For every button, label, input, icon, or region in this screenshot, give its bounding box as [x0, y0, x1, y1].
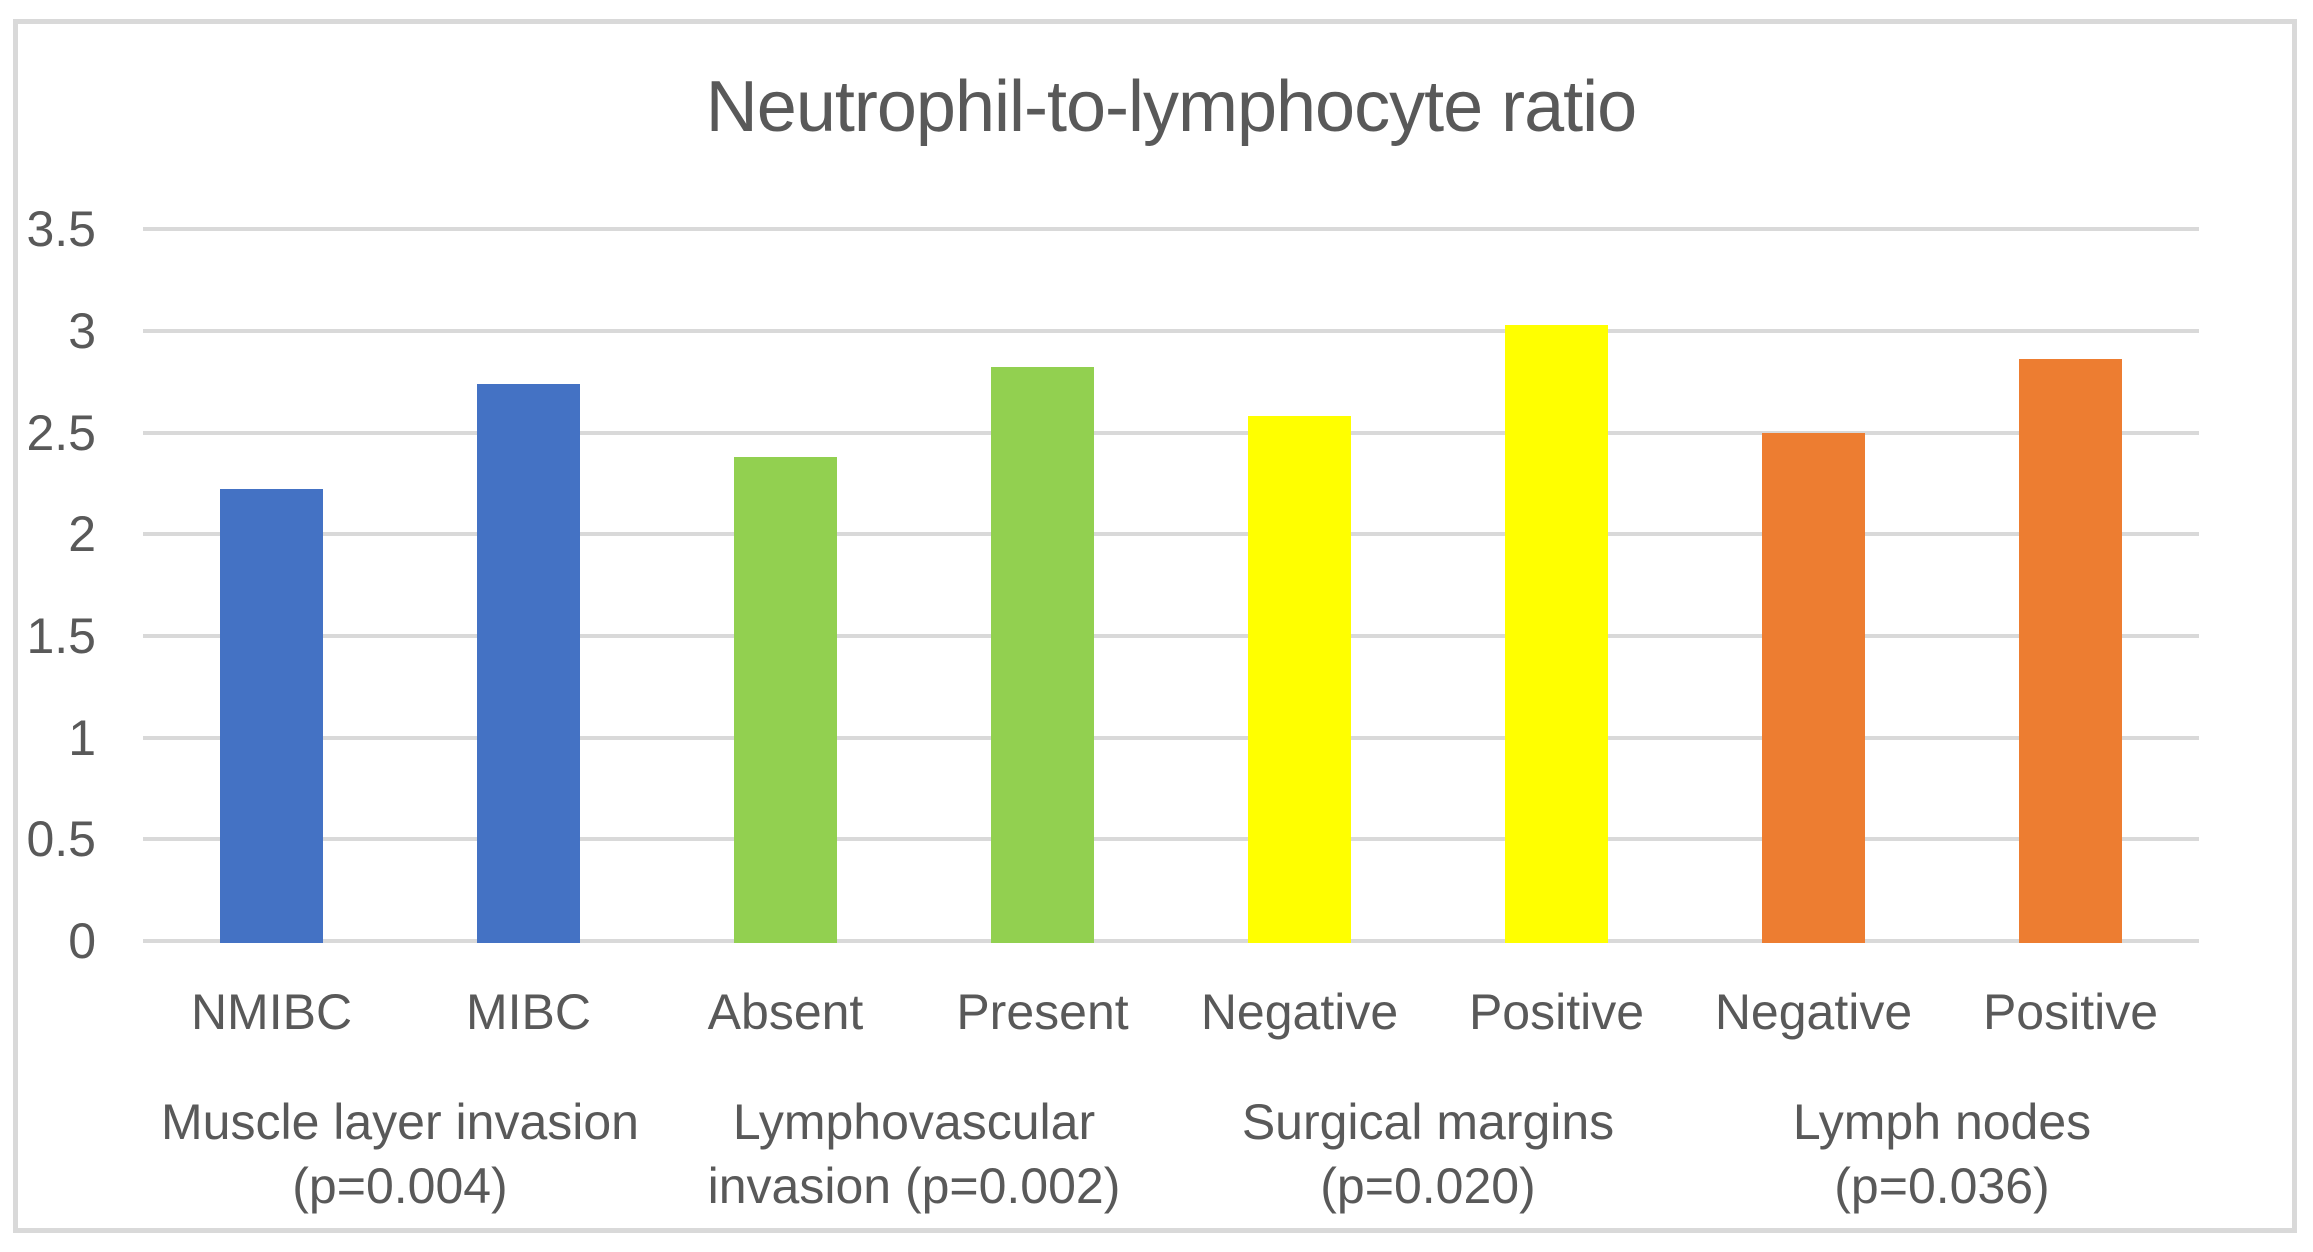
group-label-1-line1: Lymphovascular [732, 1094, 1096, 1150]
bar-present-3 [991, 367, 1094, 943]
group-label-0: Muscle layer invasion (p=0.004) [143, 1090, 657, 1218]
y-tick-label-2.5: 2.5 [26, 404, 96, 461]
y-tick-label-3.5: 3.5 [26, 201, 96, 258]
y-tick-label-0.5: 0.5 [26, 811, 96, 868]
x-category-label-0: NMIBC [190, 984, 353, 1040]
x-category-label-4: Negative [1200, 984, 1399, 1040]
gridline-y-0.5 [143, 837, 2199, 842]
group-label-2: Surgical margins (p=0.020) [1171, 1090, 1685, 1218]
chart-frame [13, 19, 2297, 1233]
group-label-3: Lymph nodes (p=0.036) [1685, 1090, 2199, 1218]
bar-nmibc-0 [220, 489, 323, 943]
y-tick-label-1.5: 1.5 [26, 607, 96, 664]
group-label-3-line2: (p=0.036) [1834, 1158, 2050, 1214]
x-category-label-7: Positive [1982, 984, 2159, 1040]
gridline-y-2 [143, 532, 2199, 537]
group-label-0-line1: Muscle layer invasion [161, 1094, 639, 1150]
y-tick-label-1: 1 [68, 709, 96, 766]
chart-title: Neutrophil-to-lymphocyte ratio [705, 67, 1637, 147]
group-label-1-line2: invasion (p=0.002) [707, 1158, 1121, 1214]
bar-negative-6 [1762, 432, 1865, 943]
x-category-label-2: Absent [707, 984, 864, 1040]
group-label-0-line2: (p=0.004) [292, 1158, 508, 1214]
gridline-y-0 [143, 939, 2199, 943]
group-label-3-line1: Lymph nodes [1792, 1094, 2092, 1150]
bar-absent-2 [734, 456, 837, 943]
group-label-1: Lymphovascular invasion (p=0.002) [657, 1090, 1171, 1218]
group-label-2-line2: (p=0.020) [1320, 1158, 1536, 1214]
bar-positive-5 [1505, 324, 1608, 943]
bar-mibc-1 [477, 383, 580, 943]
y-tick-label-3: 3 [68, 302, 96, 359]
gridline-y-3.5 [143, 227, 2199, 232]
y-tick-label-0: 0 [68, 913, 96, 969]
gridline-y-2.5 [143, 430, 2199, 435]
gridline-y-3 [143, 328, 2199, 333]
bar-positive-7 [2019, 359, 2122, 943]
x-category-label-5: Positive [1468, 984, 1645, 1040]
gridline-y-1 [143, 735, 2199, 740]
x-category-label-1: MIBC [466, 984, 591, 1040]
group-label-2-line1: Surgical margins [1241, 1094, 1615, 1150]
gridline-y-1.5 [143, 633, 2199, 638]
x-category-label-3: Present [956, 984, 1129, 1040]
bar-negative-4 [1248, 416, 1351, 943]
x-category-label-6: Negative [1714, 984, 1913, 1040]
y-tick-label-2: 2 [68, 506, 96, 563]
